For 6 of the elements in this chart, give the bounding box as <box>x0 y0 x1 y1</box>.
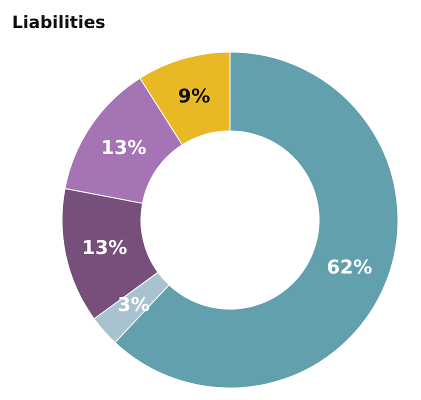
data-label: 3% <box>117 294 150 316</box>
data-label: 62% <box>326 256 372 278</box>
chart-title: Liabilities <box>12 13 106 33</box>
data-label: 13% <box>100 136 146 159</box>
data-label: 9% <box>178 86 210 108</box>
data-label: 13% <box>82 237 128 260</box>
